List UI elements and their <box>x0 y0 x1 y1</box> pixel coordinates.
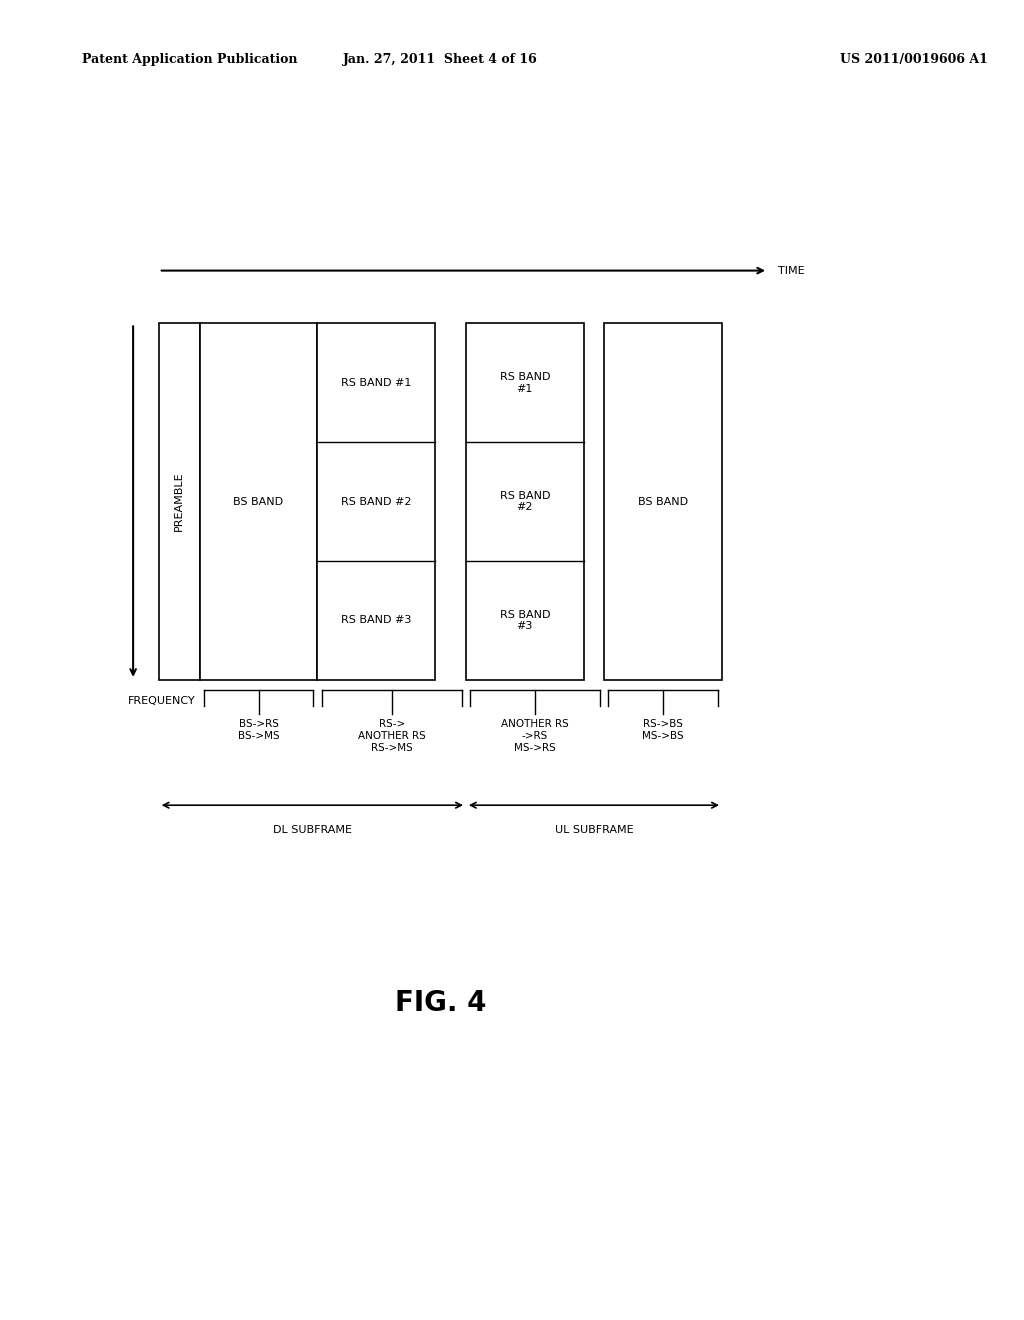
Bar <box>466 323 584 680</box>
Text: FREQUENCY: FREQUENCY <box>128 696 196 706</box>
Text: UL SUBFRAME: UL SUBFRAME <box>555 825 633 836</box>
Bar <box>604 323 722 680</box>
Text: RS BAND
#3: RS BAND #3 <box>500 610 550 631</box>
Text: RS BAND #1: RS BAND #1 <box>341 378 412 388</box>
Text: TIME: TIME <box>778 265 805 276</box>
Text: US 2011/0019606 A1: US 2011/0019606 A1 <box>840 53 987 66</box>
Text: RS BAND #2: RS BAND #2 <box>341 496 412 507</box>
Text: BS BAND: BS BAND <box>638 496 688 507</box>
Text: RS->
ANOTHER RS
RS->MS: RS-> ANOTHER RS RS->MS <box>357 719 426 752</box>
Text: RS BAND #3: RS BAND #3 <box>341 615 412 626</box>
Text: RS BAND
#1: RS BAND #1 <box>500 372 550 393</box>
Text: Patent Application Publication: Patent Application Publication <box>82 53 297 66</box>
Text: RS BAND
#2: RS BAND #2 <box>500 491 550 512</box>
Bar <box>200 323 317 680</box>
Text: Jan. 27, 2011  Sheet 4 of 16: Jan. 27, 2011 Sheet 4 of 16 <box>343 53 538 66</box>
Bar <box>159 323 200 680</box>
Text: RS->BS
MS->BS: RS->BS MS->BS <box>642 719 684 741</box>
Text: FIG. 4: FIG. 4 <box>394 989 486 1018</box>
Text: PREAMBLE: PREAMBLE <box>174 471 184 532</box>
Text: BS->RS
BS->MS: BS->RS BS->MS <box>238 719 280 741</box>
Bar <box>317 323 435 680</box>
Text: DL SUBFRAME: DL SUBFRAME <box>272 825 352 836</box>
Text: BS BAND: BS BAND <box>233 496 284 507</box>
Text: ANOTHER RS
->RS
MS->RS: ANOTHER RS ->RS MS->RS <box>501 719 569 752</box>
